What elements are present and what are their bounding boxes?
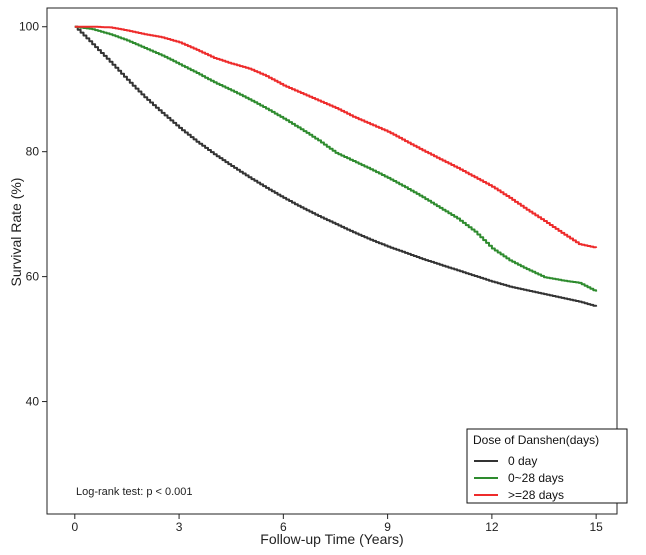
legend: Dose of Danshen(days) 0 day 0~28 days >=28… — [466, 428, 628, 504]
x-tick-label: 6 — [280, 520, 287, 534]
x-tick-label: 0 — [71, 520, 78, 534]
y-tick-label: 100 — [19, 20, 39, 34]
legend-box — [466, 428, 628, 504]
legend-label-1: 0 day — [508, 454, 537, 468]
y-tick-label: 80 — [26, 145, 40, 159]
x-tick-label: 3 — [176, 520, 183, 534]
y-axis-title: Survival Rate (%) — [8, 178, 24, 287]
x-tick-label: 9 — [384, 520, 391, 534]
x-tick-label: 12 — [485, 520, 499, 534]
y-tick-label: 60 — [26, 270, 40, 284]
y-tick-label: 40 — [26, 395, 40, 409]
x-tick-label: 15 — [589, 520, 603, 534]
legend-items: 0 day 0~28 days >=28 days — [474, 454, 564, 502]
series-line-1 — [74, 25, 598, 307]
plot-layer: 0 3 6 9 12 15 40 60 80 100 — [19, 7, 618, 534]
legend-title: Dose of Danshen(days) — [473, 433, 599, 447]
legend-label-2: 0~28 days — [508, 471, 564, 485]
series-line-2 — [74, 25, 598, 292]
logrank-annotation: Log-rank test: p < 0.001 — [76, 486, 193, 498]
x-axis-title: Follow-up Time (Years) — [260, 531, 403, 547]
legend-label-3: >=28 days — [508, 488, 564, 502]
series-line-3 — [74, 25, 598, 249]
plot-frame — [46, 7, 618, 515]
